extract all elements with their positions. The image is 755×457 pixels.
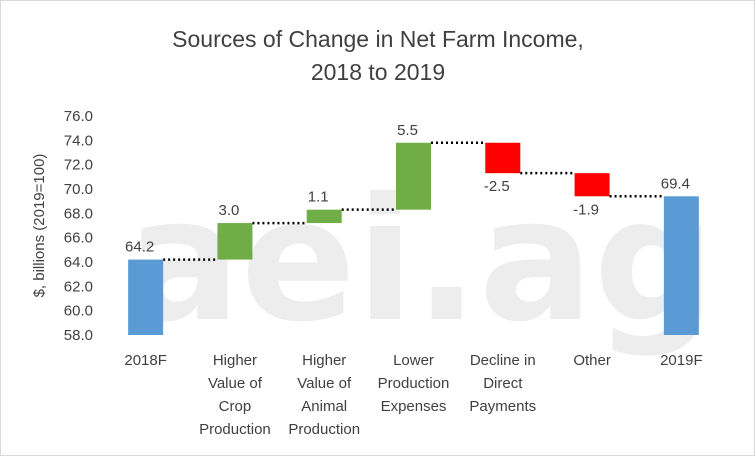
y-axis-label: $, billions (2019=100) — [31, 154, 48, 298]
data-label: 64.2 — [125, 239, 154, 256]
data-label: -2.5 — [484, 178, 510, 195]
data-label: 1.1 — [308, 189, 329, 206]
x-category-label: Value of — [208, 375, 263, 392]
x-category-label: Crop — [219, 398, 252, 415]
x-category-label: Higher — [213, 352, 257, 369]
x-category-label: Other — [573, 352, 611, 369]
y-tick-label: 64.0 — [64, 254, 93, 271]
x-category-label: Value of — [297, 375, 352, 392]
x-category-label: 2018F — [124, 352, 167, 369]
y-tick-label: 72.0 — [64, 157, 93, 174]
data-label: 69.4 — [661, 175, 690, 192]
data-label: 5.5 — [397, 122, 418, 139]
bar-1 — [128, 259, 164, 335]
bar-5 — [485, 142, 521, 174]
y-tick-label: 58.0 — [64, 327, 93, 344]
bar-7 — [663, 196, 699, 335]
chart-title-line-2: 2018 to 2019 — [311, 59, 445, 85]
y-tick-label: 70.0 — [64, 181, 93, 198]
data-label: 3.0 — [218, 202, 239, 219]
x-category-label: 2019F — [660, 352, 703, 369]
x-category-label: Decline in — [470, 352, 536, 369]
data-label: -1.9 — [573, 201, 599, 218]
x-category-label: Expenses — [381, 398, 447, 415]
x-category-label: Higher — [302, 352, 346, 369]
y-tick-label: 76.0 — [64, 108, 93, 125]
y-tick-label: 60.0 — [64, 303, 93, 320]
x-category-label: Direct — [483, 375, 523, 392]
x-category-label: Production — [378, 375, 450, 392]
bar-4 — [396, 142, 431, 210]
y-tick-label: 68.0 — [64, 205, 93, 222]
bar-6 — [574, 173, 610, 197]
x-category-label: Production — [199, 421, 271, 438]
y-tick-label: 74.0 — [64, 132, 93, 149]
x-category-label: Lower — [393, 352, 434, 369]
bar-3 — [306, 209, 342, 224]
x-category-label: Payments — [469, 398, 536, 415]
chart-title-line-1: Sources of Change in Net Farm Income, — [172, 26, 584, 52]
x-category-label: Production — [288, 421, 360, 438]
x-category-label: Animal — [301, 398, 347, 415]
y-tick-label: 66.0 — [64, 230, 93, 247]
y-tick-label: 62.0 — [64, 278, 93, 295]
bar-2 — [217, 223, 253, 260]
